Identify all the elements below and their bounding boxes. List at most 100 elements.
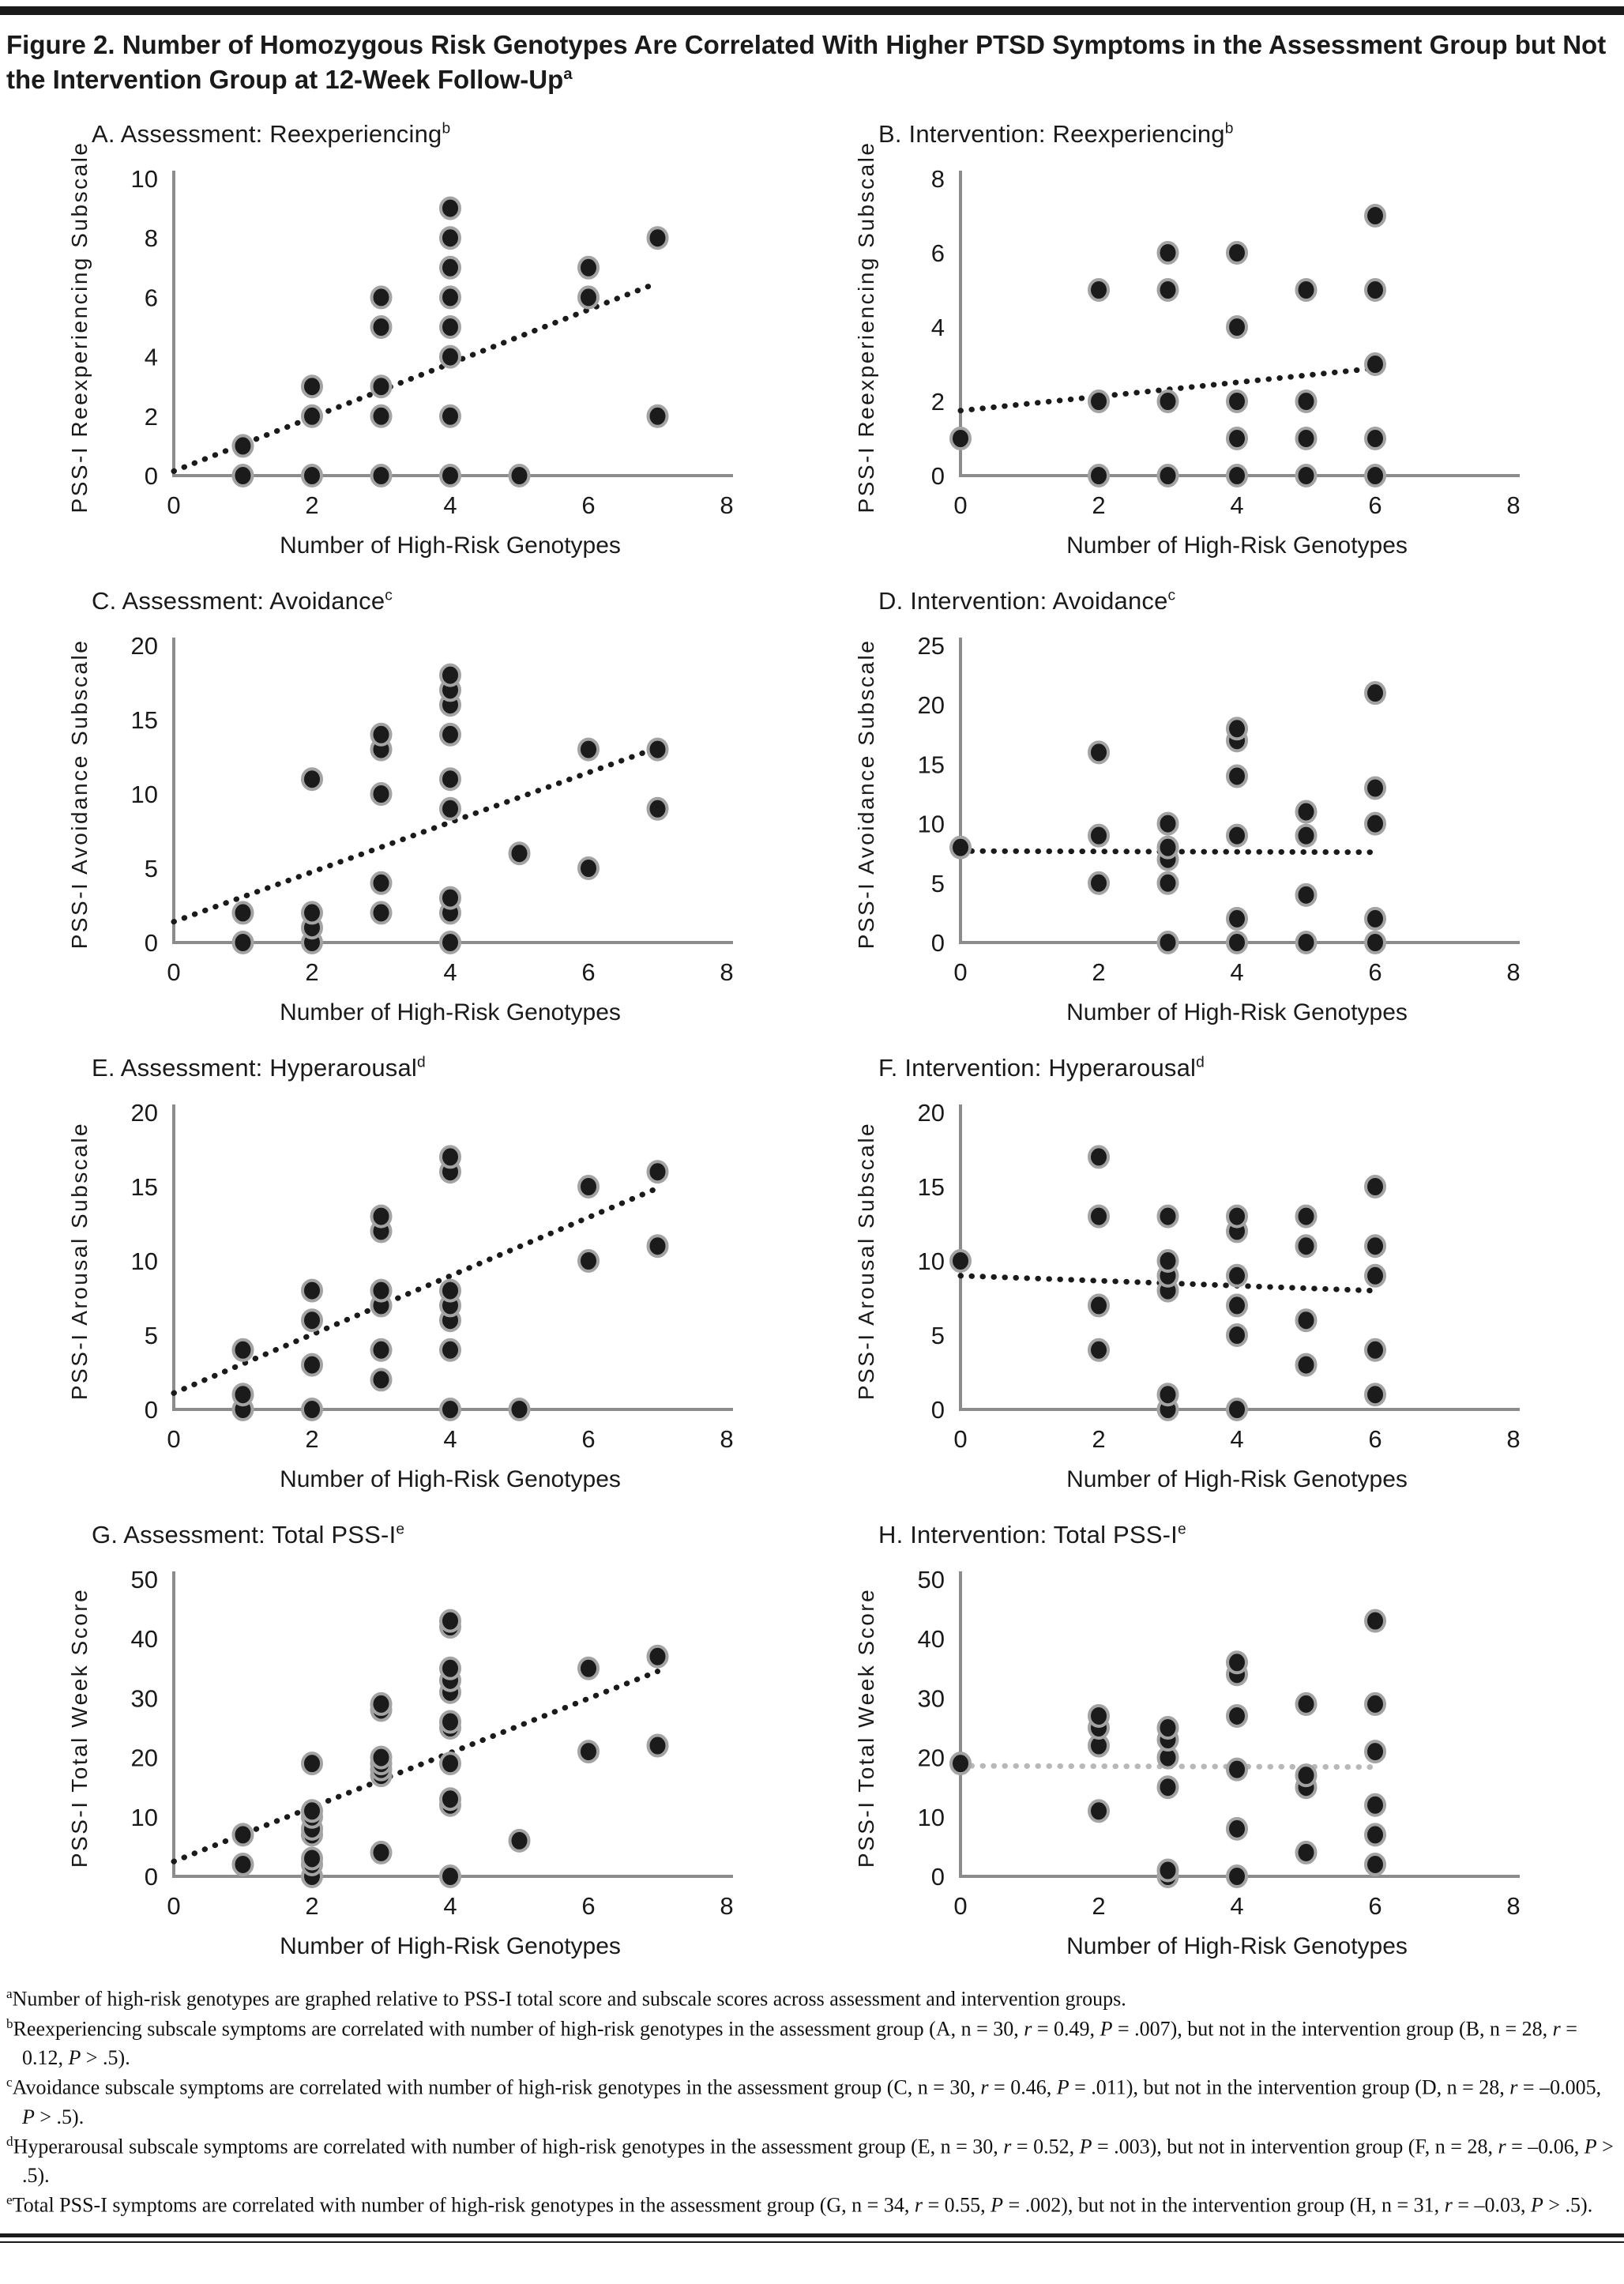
data-point	[301, 767, 323, 792]
data-point	[646, 796, 669, 821]
x-tick-label: 4	[443, 1892, 457, 1920]
trend-line	[171, 282, 654, 474]
y-tick-label: 0	[931, 462, 945, 490]
data-point	[577, 1656, 600, 1680]
y-tick-label: 0	[145, 462, 158, 490]
data-point	[231, 901, 254, 925]
x-tick-label: 8	[720, 958, 733, 986]
panel-title-E: E. Assessment: Hyperarousald	[92, 1054, 426, 1082]
x-tick-label: 6	[1368, 491, 1382, 519]
y-tick-label: 0	[145, 1863, 158, 1891]
data-point	[577, 255, 600, 280]
panel-title-G: G. Assessment: Total PSS-Ie	[92, 1521, 405, 1549]
y-axis-label: PSS-I Avoidance Subscale	[854, 639, 878, 950]
data-point	[1088, 1704, 1110, 1729]
footnotes: aNumber of high-risk genotypes are graph…	[6, 1985, 1615, 2221]
data-point	[508, 464, 531, 488]
data-point	[577, 737, 600, 762]
y-tick-label: 10	[918, 1247, 945, 1275]
data-point	[301, 901, 323, 925]
data-point	[1226, 931, 1248, 955]
data-point	[1364, 1692, 1386, 1717]
data-point	[1295, 278, 1318, 303]
data-point	[1364, 1338, 1386, 1362]
footnote-c: cAvoidance subscale symptoms are correla…	[6, 2075, 1602, 2128]
footnote-b: bReexperiencing subscale symptoms are co…	[6, 2015, 1577, 2070]
x-tick-label: 8	[1506, 491, 1520, 519]
x-tick-label: 4	[1230, 1892, 1243, 1920]
data-point	[231, 464, 254, 488]
panel-H: H. Intervention: Total PSS-Ie PSS-I Total…	[842, 1521, 1597, 1959]
x-tick-label: 2	[1092, 1425, 1105, 1453]
x-tick-label: 2	[1092, 1892, 1105, 1920]
x-tick-label: 4	[443, 1425, 457, 1453]
figure-title: Figure 2. Number of Homozygous Risk Geno…	[6, 28, 1613, 96]
data-point	[370, 315, 393, 340]
x-tick-label: 2	[1092, 958, 1105, 986]
y-tick-label: 10	[131, 1804, 158, 1831]
data-point	[1156, 811, 1179, 836]
x-tick-label: 0	[167, 1892, 180, 1920]
data-point	[1088, 389, 1110, 414]
data-point	[1088, 740, 1110, 765]
y-axis-label: PSS-I Total Week Score	[854, 1588, 878, 1868]
panel-G: G. Assessment: Total PSS-Ie PSS-I Total W…	[55, 1521, 810, 1959]
scatter-plot-H: PSS-I Total Week Score 0 10 20 30 40 50 0 2 4 6 8 Nu…	[854, 1566, 1521, 1959]
data-point	[439, 226, 461, 250]
data-point	[1226, 717, 1248, 741]
data-point	[1295, 389, 1318, 414]
data-point	[439, 1278, 461, 1303]
y-tick-label: 15	[918, 1173, 945, 1201]
data-point	[301, 1353, 323, 1377]
data-point	[1364, 811, 1386, 836]
scatter-plot-F: PSS-I Arousal Subscale 0 5 10 15 20 0 2 4 6 8 Numbe…	[854, 1099, 1521, 1492]
data-point	[1364, 931, 1386, 955]
data-point	[301, 1308, 323, 1333]
data-point	[1295, 464, 1318, 488]
x-axis-label: Number of High-Risk Genotypes	[280, 1933, 621, 1959]
x-tick-label: 0	[953, 1425, 967, 1453]
figure-title-sup: a	[563, 64, 573, 83]
data-point	[370, 1204, 393, 1229]
y-axis-label: PSS-I Avoidance Subscale	[67, 639, 92, 950]
data-point	[949, 1752, 972, 1776]
x-axis-label: Number of High-Risk Genotypes	[1066, 1933, 1408, 1959]
x-tick-label: 6	[581, 958, 595, 986]
data-point	[439, 1145, 461, 1169]
data-point	[1295, 823, 1318, 848]
y-tick-label: 5	[145, 855, 158, 882]
y-tick-label: 2	[145, 403, 158, 431]
y-tick-label: 40	[131, 1625, 158, 1653]
data-point	[646, 226, 669, 250]
data-point	[231, 434, 254, 458]
data-point	[1226, 1323, 1248, 1348]
data-point	[370, 1368, 393, 1392]
data-point	[1226, 1816, 1248, 1841]
data-point	[1226, 1650, 1248, 1675]
data-point	[1364, 1740, 1386, 1764]
panel-A: A. Assessment: Reexperiencingb PSS-I Reex…	[55, 120, 810, 559]
data-point	[1364, 776, 1386, 800]
scatter-plot-C: PSS-I Avoidance Subscale 0 5 10 15 20 0 2 4 6 8 Num…	[67, 632, 734, 1025]
data-point	[1295, 1763, 1318, 1788]
data-point	[1156, 464, 1179, 488]
y-tick-label: 20	[131, 632, 158, 660]
panels-grid: A. Assessment: Reexperiencingb PSS-I Reex…	[0, 120, 1624, 1959]
data-point	[370, 404, 393, 428]
data-point	[1226, 464, 1248, 488]
y-tick-label: 10	[131, 781, 158, 808]
data-point	[439, 1787, 461, 1812]
data-point	[1226, 1704, 1248, 1729]
y-axis-label: PSS-I Total Week Score	[67, 1588, 92, 1868]
x-tick-label: 8	[1506, 1892, 1520, 1920]
trend-line	[171, 1185, 660, 1396]
data-point	[1226, 389, 1248, 414]
y-axis-label: PSS-I Reexperiencing Subscale	[854, 141, 878, 514]
data-point	[1364, 1609, 1386, 1633]
data-point	[1364, 907, 1386, 931]
data-point	[1295, 1308, 1318, 1333]
data-point	[439, 796, 461, 821]
x-tick-label: 4	[1230, 1425, 1243, 1453]
x-tick-label: 8	[720, 1425, 733, 1453]
trend-line	[957, 365, 1382, 414]
